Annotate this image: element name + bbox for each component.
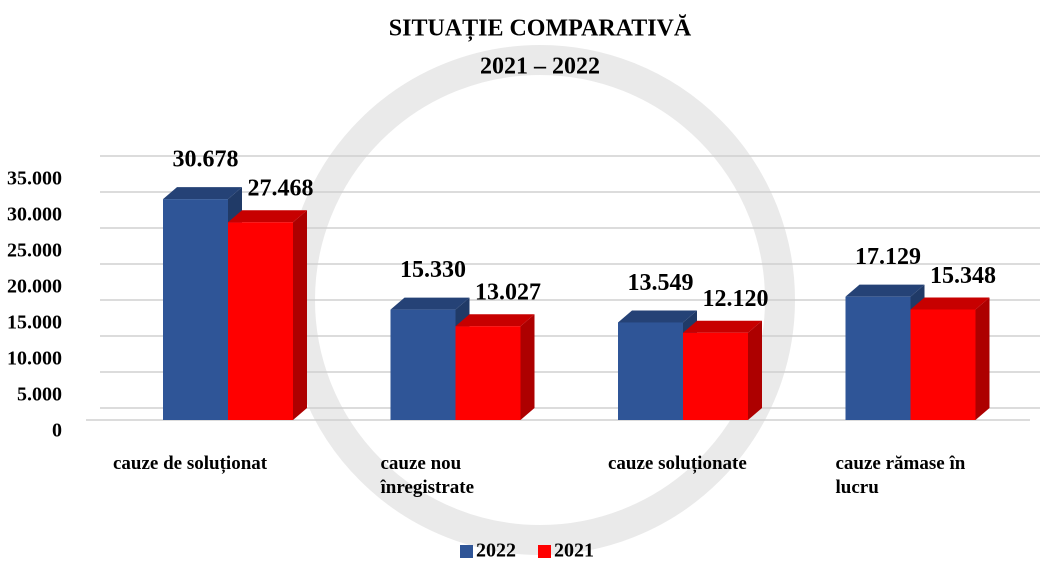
bar-side (293, 210, 307, 420)
data-label: 12.120 (703, 286, 769, 312)
bar-top (455, 314, 535, 327)
y-tick-label: 25.000 (7, 240, 62, 262)
x-tick-label: cauze rămase în lucru (835, 453, 966, 498)
y-tick-label: 30.000 (7, 204, 62, 226)
chart-subtitle: 2021 – 2022 (480, 54, 600, 80)
bar (910, 309, 976, 420)
bar (845, 296, 911, 420)
y-tick-label: 20.000 (7, 276, 62, 298)
x-tick-label: cauze de soluționat (113, 453, 268, 474)
bar (390, 309, 456, 420)
bar-top (163, 187, 242, 200)
bar (163, 199, 228, 420)
bar-top (390, 297, 470, 310)
bar-top (618, 310, 697, 323)
data-label: 13.027 (475, 280, 541, 306)
y-tick-label: 15.000 (7, 312, 62, 334)
chart-title: SITUAȚIE COMPARATIVĂ (389, 15, 692, 43)
bar (228, 222, 293, 420)
data-label: 17.129 (855, 244, 921, 270)
bar (455, 326, 521, 420)
data-label: 27.468 (248, 176, 314, 202)
data-label: 30.678 (173, 147, 239, 173)
x-tick-label: cauze nou înregistrate (380, 453, 475, 498)
bar-side (520, 314, 535, 420)
legend: 2022 2021 (460, 540, 594, 562)
data-label: 13.549 (628, 270, 694, 296)
legend-label: 2022 (476, 540, 516, 562)
y-tick-label: 0 (52, 420, 62, 442)
data-label: 15.330 (400, 257, 466, 283)
legend-swatch (538, 545, 551, 558)
bar-top (845, 284, 925, 297)
bar-side (748, 320, 762, 420)
bar-top (683, 320, 762, 333)
y-tick-label: 35.000 (7, 168, 62, 190)
bar (618, 322, 683, 420)
legend-swatch (460, 545, 473, 558)
x-tick-label: cauze soluționate (608, 453, 747, 474)
bar (683, 332, 748, 420)
bar-side (975, 297, 990, 420)
y-tick-label: 5.000 (17, 384, 62, 406)
bar-top (910, 297, 990, 310)
y-tick-label: 10.000 (7, 348, 62, 370)
data-label: 15.348 (930, 263, 996, 289)
bar-top (228, 210, 307, 223)
legend-label: 2021 (554, 540, 594, 562)
